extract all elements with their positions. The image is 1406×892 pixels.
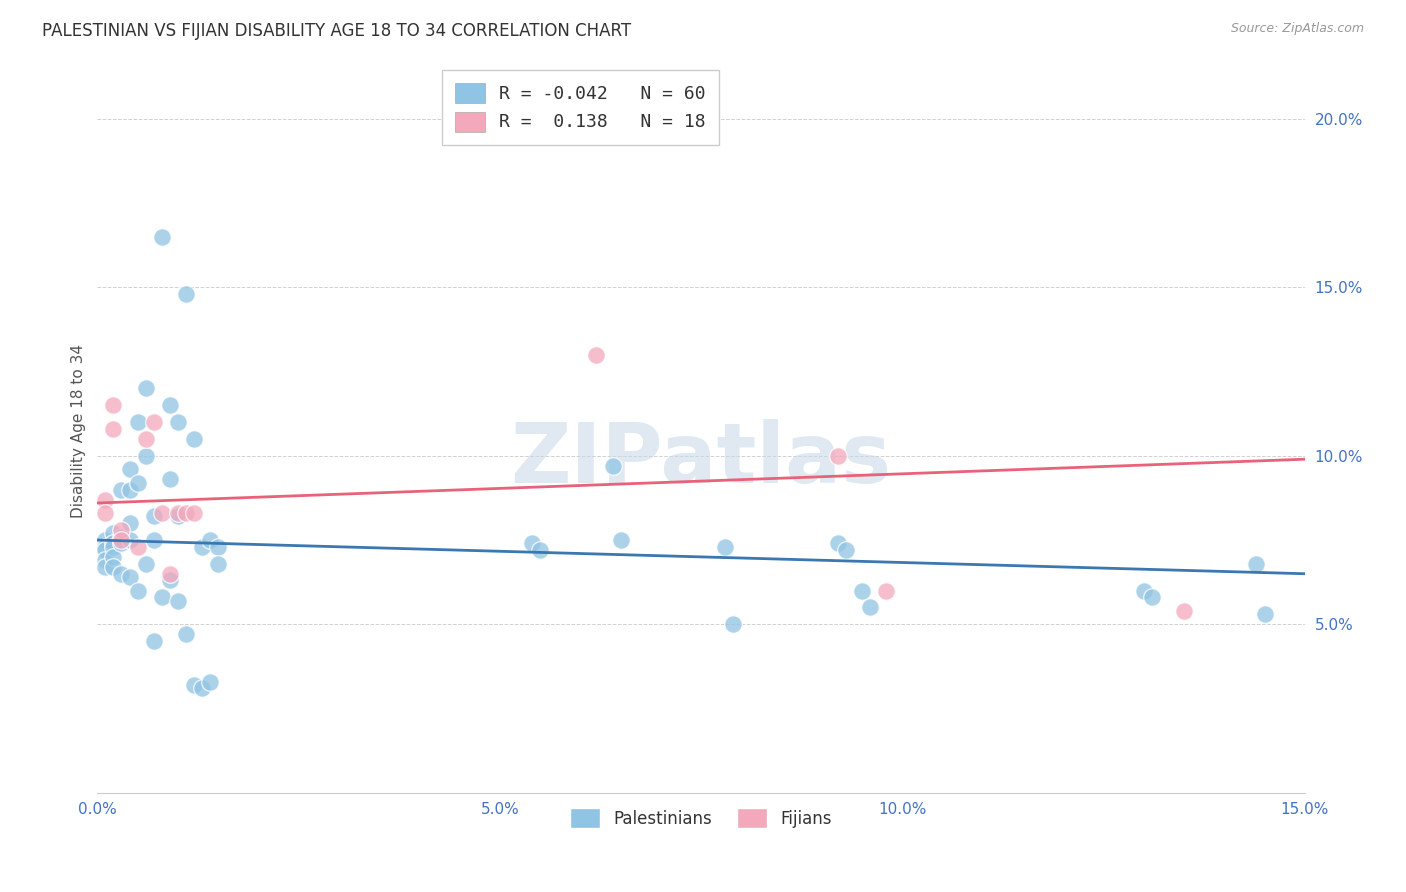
- Point: [166, 509, 188, 524]
- Point: [875, 583, 897, 598]
- Point: [585, 348, 607, 362]
- Point: [723, 617, 745, 632]
- Point: [1140, 591, 1163, 605]
- Point: [166, 593, 188, 607]
- Point: [127, 475, 149, 490]
- Point: [118, 533, 141, 547]
- Point: [207, 557, 229, 571]
- Point: [183, 506, 205, 520]
- Point: [520, 536, 543, 550]
- Text: ZIPatlas: ZIPatlas: [510, 419, 891, 500]
- Point: [127, 583, 149, 598]
- Point: [166, 506, 188, 520]
- Point: [150, 230, 173, 244]
- Point: [1133, 583, 1156, 598]
- Point: [827, 449, 849, 463]
- Point: [142, 634, 165, 648]
- Point: [94, 553, 117, 567]
- Point: [103, 560, 125, 574]
- Point: [835, 543, 858, 558]
- Point: [135, 449, 157, 463]
- Point: [103, 526, 125, 541]
- Y-axis label: Disability Age 18 to 34: Disability Age 18 to 34: [72, 343, 86, 517]
- Point: [103, 540, 125, 554]
- Text: Source: ZipAtlas.com: Source: ZipAtlas.com: [1230, 22, 1364, 36]
- Point: [529, 543, 551, 558]
- Point: [94, 540, 117, 554]
- Point: [94, 506, 117, 520]
- Point: [166, 415, 188, 429]
- Point: [94, 533, 117, 547]
- Legend: Palestinians, Fijians: Palestinians, Fijians: [564, 801, 839, 835]
- Point: [135, 432, 157, 446]
- Point: [859, 600, 882, 615]
- Point: [94, 543, 117, 558]
- Point: [609, 533, 631, 547]
- Point: [198, 533, 221, 547]
- Point: [118, 483, 141, 497]
- Text: PALESTINIAN VS FIJIAN DISABILITY AGE 18 TO 34 CORRELATION CHART: PALESTINIAN VS FIJIAN DISABILITY AGE 18 …: [42, 22, 631, 40]
- Point: [159, 566, 181, 581]
- Point: [150, 506, 173, 520]
- Point: [142, 533, 165, 547]
- Point: [103, 536, 125, 550]
- Point: [118, 462, 141, 476]
- Point: [207, 540, 229, 554]
- Point: [827, 536, 849, 550]
- Point: [103, 422, 125, 436]
- Point: [118, 516, 141, 531]
- Point: [110, 536, 132, 550]
- Point: [198, 674, 221, 689]
- Point: [159, 574, 181, 588]
- Point: [602, 458, 624, 473]
- Point: [174, 627, 197, 641]
- Point: [103, 549, 125, 564]
- Point: [110, 530, 132, 544]
- Point: [94, 492, 117, 507]
- Point: [142, 509, 165, 524]
- Point: [191, 540, 214, 554]
- Point: [127, 415, 149, 429]
- Point: [135, 557, 157, 571]
- Point: [159, 472, 181, 486]
- Point: [1173, 604, 1195, 618]
- Point: [103, 398, 125, 412]
- Point: [191, 681, 214, 696]
- Point: [135, 382, 157, 396]
- Point: [110, 533, 132, 547]
- Point: [851, 583, 873, 598]
- Point: [714, 540, 737, 554]
- Point: [183, 432, 205, 446]
- Point: [110, 523, 132, 537]
- Point: [94, 560, 117, 574]
- Point: [118, 570, 141, 584]
- Point: [110, 566, 132, 581]
- Point: [127, 540, 149, 554]
- Point: [150, 591, 173, 605]
- Point: [183, 678, 205, 692]
- Point: [174, 506, 197, 520]
- Point: [1253, 607, 1275, 622]
- Point: [142, 415, 165, 429]
- Point: [1246, 557, 1268, 571]
- Point: [174, 287, 197, 301]
- Point: [110, 483, 132, 497]
- Point: [159, 398, 181, 412]
